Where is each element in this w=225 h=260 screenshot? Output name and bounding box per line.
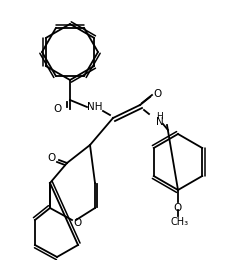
Text: O: O: [73, 218, 81, 228]
Text: H: H: [156, 112, 163, 120]
Text: O: O: [47, 153, 55, 163]
Text: CH₃: CH₃: [171, 217, 189, 227]
Text: O: O: [174, 203, 182, 213]
Text: O: O: [154, 89, 162, 99]
Text: NH: NH: [87, 102, 103, 112]
Text: O: O: [53, 104, 61, 114]
Text: N: N: [156, 117, 164, 127]
